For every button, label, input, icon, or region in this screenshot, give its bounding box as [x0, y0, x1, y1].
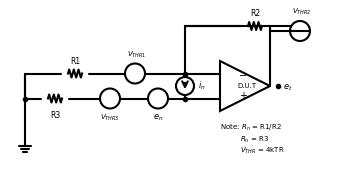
Text: +: +	[239, 91, 247, 101]
Text: $V_{THR2}$: $V_{THR2}$	[292, 7, 312, 17]
Text: −: −	[239, 71, 247, 81]
Text: Note: $R_n$ = R1/R2
         $R_n$ = R3
         $V_{THR}$ = 4kTR: Note: $R_n$ = R1/R2 $R_n$ = R3 $V_{THR}$…	[220, 123, 285, 156]
Text: $e_n$: $e_n$	[153, 112, 163, 123]
Text: R2: R2	[250, 9, 260, 18]
Text: $e_t$: $e_t$	[283, 83, 293, 93]
Text: R1: R1	[70, 57, 80, 66]
Text: $i_n$: $i_n$	[198, 80, 206, 92]
Text: D.U.T: D.U.T	[237, 83, 257, 89]
Text: R3: R3	[50, 111, 60, 120]
Text: $V_{THR3}$: $V_{THR3}$	[100, 112, 120, 123]
Text: $V_{THR1}$: $V_{THR1}$	[127, 49, 147, 60]
